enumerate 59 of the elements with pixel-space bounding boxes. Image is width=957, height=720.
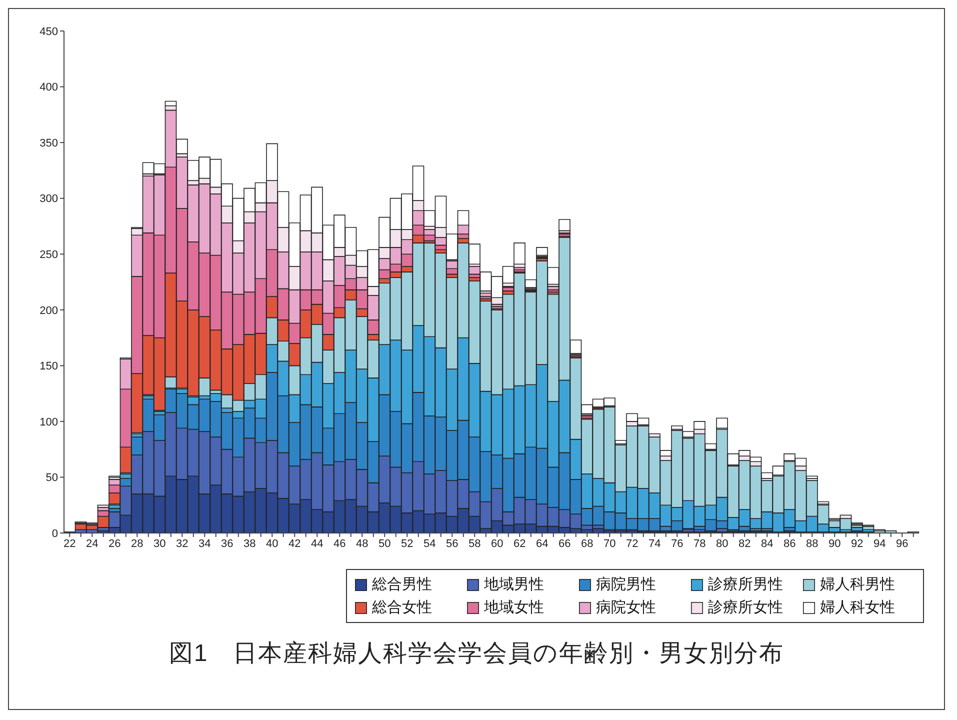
- x-tick-label: 30: [154, 538, 166, 550]
- y-tick-label: 0: [52, 528, 58, 540]
- x-tick-label: 22: [64, 538, 76, 550]
- y-tick-label: 300: [40, 193, 58, 206]
- legend-label: 病院男性: [596, 575, 656, 594]
- y-tick-label: 350: [40, 137, 58, 150]
- legend-label: 地域男性: [484, 575, 544, 594]
- x-tick-label: 80: [716, 538, 728, 550]
- x-tick-label: 70: [604, 538, 616, 550]
- legend-label: 病院女性: [596, 598, 656, 617]
- legend-label: 診療所女性: [708, 598, 783, 617]
- x-tick-label: 72: [626, 538, 638, 550]
- x-tick-label: 76: [671, 538, 684, 550]
- legend-label: 地域女性: [484, 598, 544, 617]
- y-tick-label: 200: [40, 304, 58, 317]
- x-tick-label: 42: [288, 538, 301, 550]
- x-tick-label: 56: [446, 538, 458, 550]
- x-tick-label: 34: [198, 538, 211, 550]
- x-tick-label: 64: [536, 538, 548, 550]
- x-tick-label: 88: [806, 538, 818, 550]
- x-tick-label: 86: [784, 538, 796, 550]
- legend-label: 婦人科女性: [820, 598, 895, 617]
- y-tick-label: 400: [40, 82, 58, 94]
- x-tick-label: 92: [851, 538, 864, 550]
- legend-label: 総合男性: [372, 575, 432, 594]
- x-tick-label: 24: [86, 538, 98, 550]
- x-tick-label: 28: [131, 538, 144, 550]
- y-tick-label: 250: [40, 249, 58, 262]
- y-tick-label: 100: [40, 416, 58, 428]
- y-tick-label: 450: [40, 26, 58, 38]
- legend-label: 総合女性: [372, 598, 432, 617]
- x-tick-label: 52: [401, 538, 414, 550]
- x-tick-label: 50: [378, 538, 391, 550]
- x-tick-label: 48: [356, 538, 368, 550]
- legend-label: 婦人科男性: [820, 575, 895, 594]
- x-tick-label: 74: [648, 538, 661, 550]
- x-tick-label: 62: [514, 538, 526, 550]
- x-tick-label: 46: [334, 538, 346, 550]
- x-tick-label: 60: [491, 538, 504, 550]
- x-tick-label: 32: [176, 538, 188, 550]
- x-tick-label: 78: [694, 538, 706, 550]
- x-tick-label: 84: [761, 538, 774, 550]
- y-tick-label: 150: [40, 360, 58, 373]
- y-tick-label: 50: [46, 472, 58, 484]
- legend-label: 診療所男性: [708, 575, 783, 594]
- x-tick-label: 90: [828, 538, 841, 550]
- x-tick-label: 38: [244, 538, 256, 550]
- text: 図1 日本産科婦人科学会学会員の年齢別・男女別分布: [168, 639, 786, 669]
- x-tick-label: 44: [311, 538, 324, 550]
- x-tick-label: 36: [221, 538, 234, 550]
- x-tick-label: 66: [558, 538, 571, 550]
- x-tick-label: 94: [874, 538, 886, 550]
- x-tick-label: 58: [468, 538, 481, 550]
- x-tick-label: 68: [581, 538, 594, 550]
- x-tick-label: 54: [424, 538, 436, 550]
- x-tick-label: 82: [738, 538, 751, 550]
- x-tick-label: 40: [266, 538, 278, 550]
- x-tick-label: 26: [108, 538, 121, 550]
- x-tick-label: 96: [896, 538, 908, 550]
